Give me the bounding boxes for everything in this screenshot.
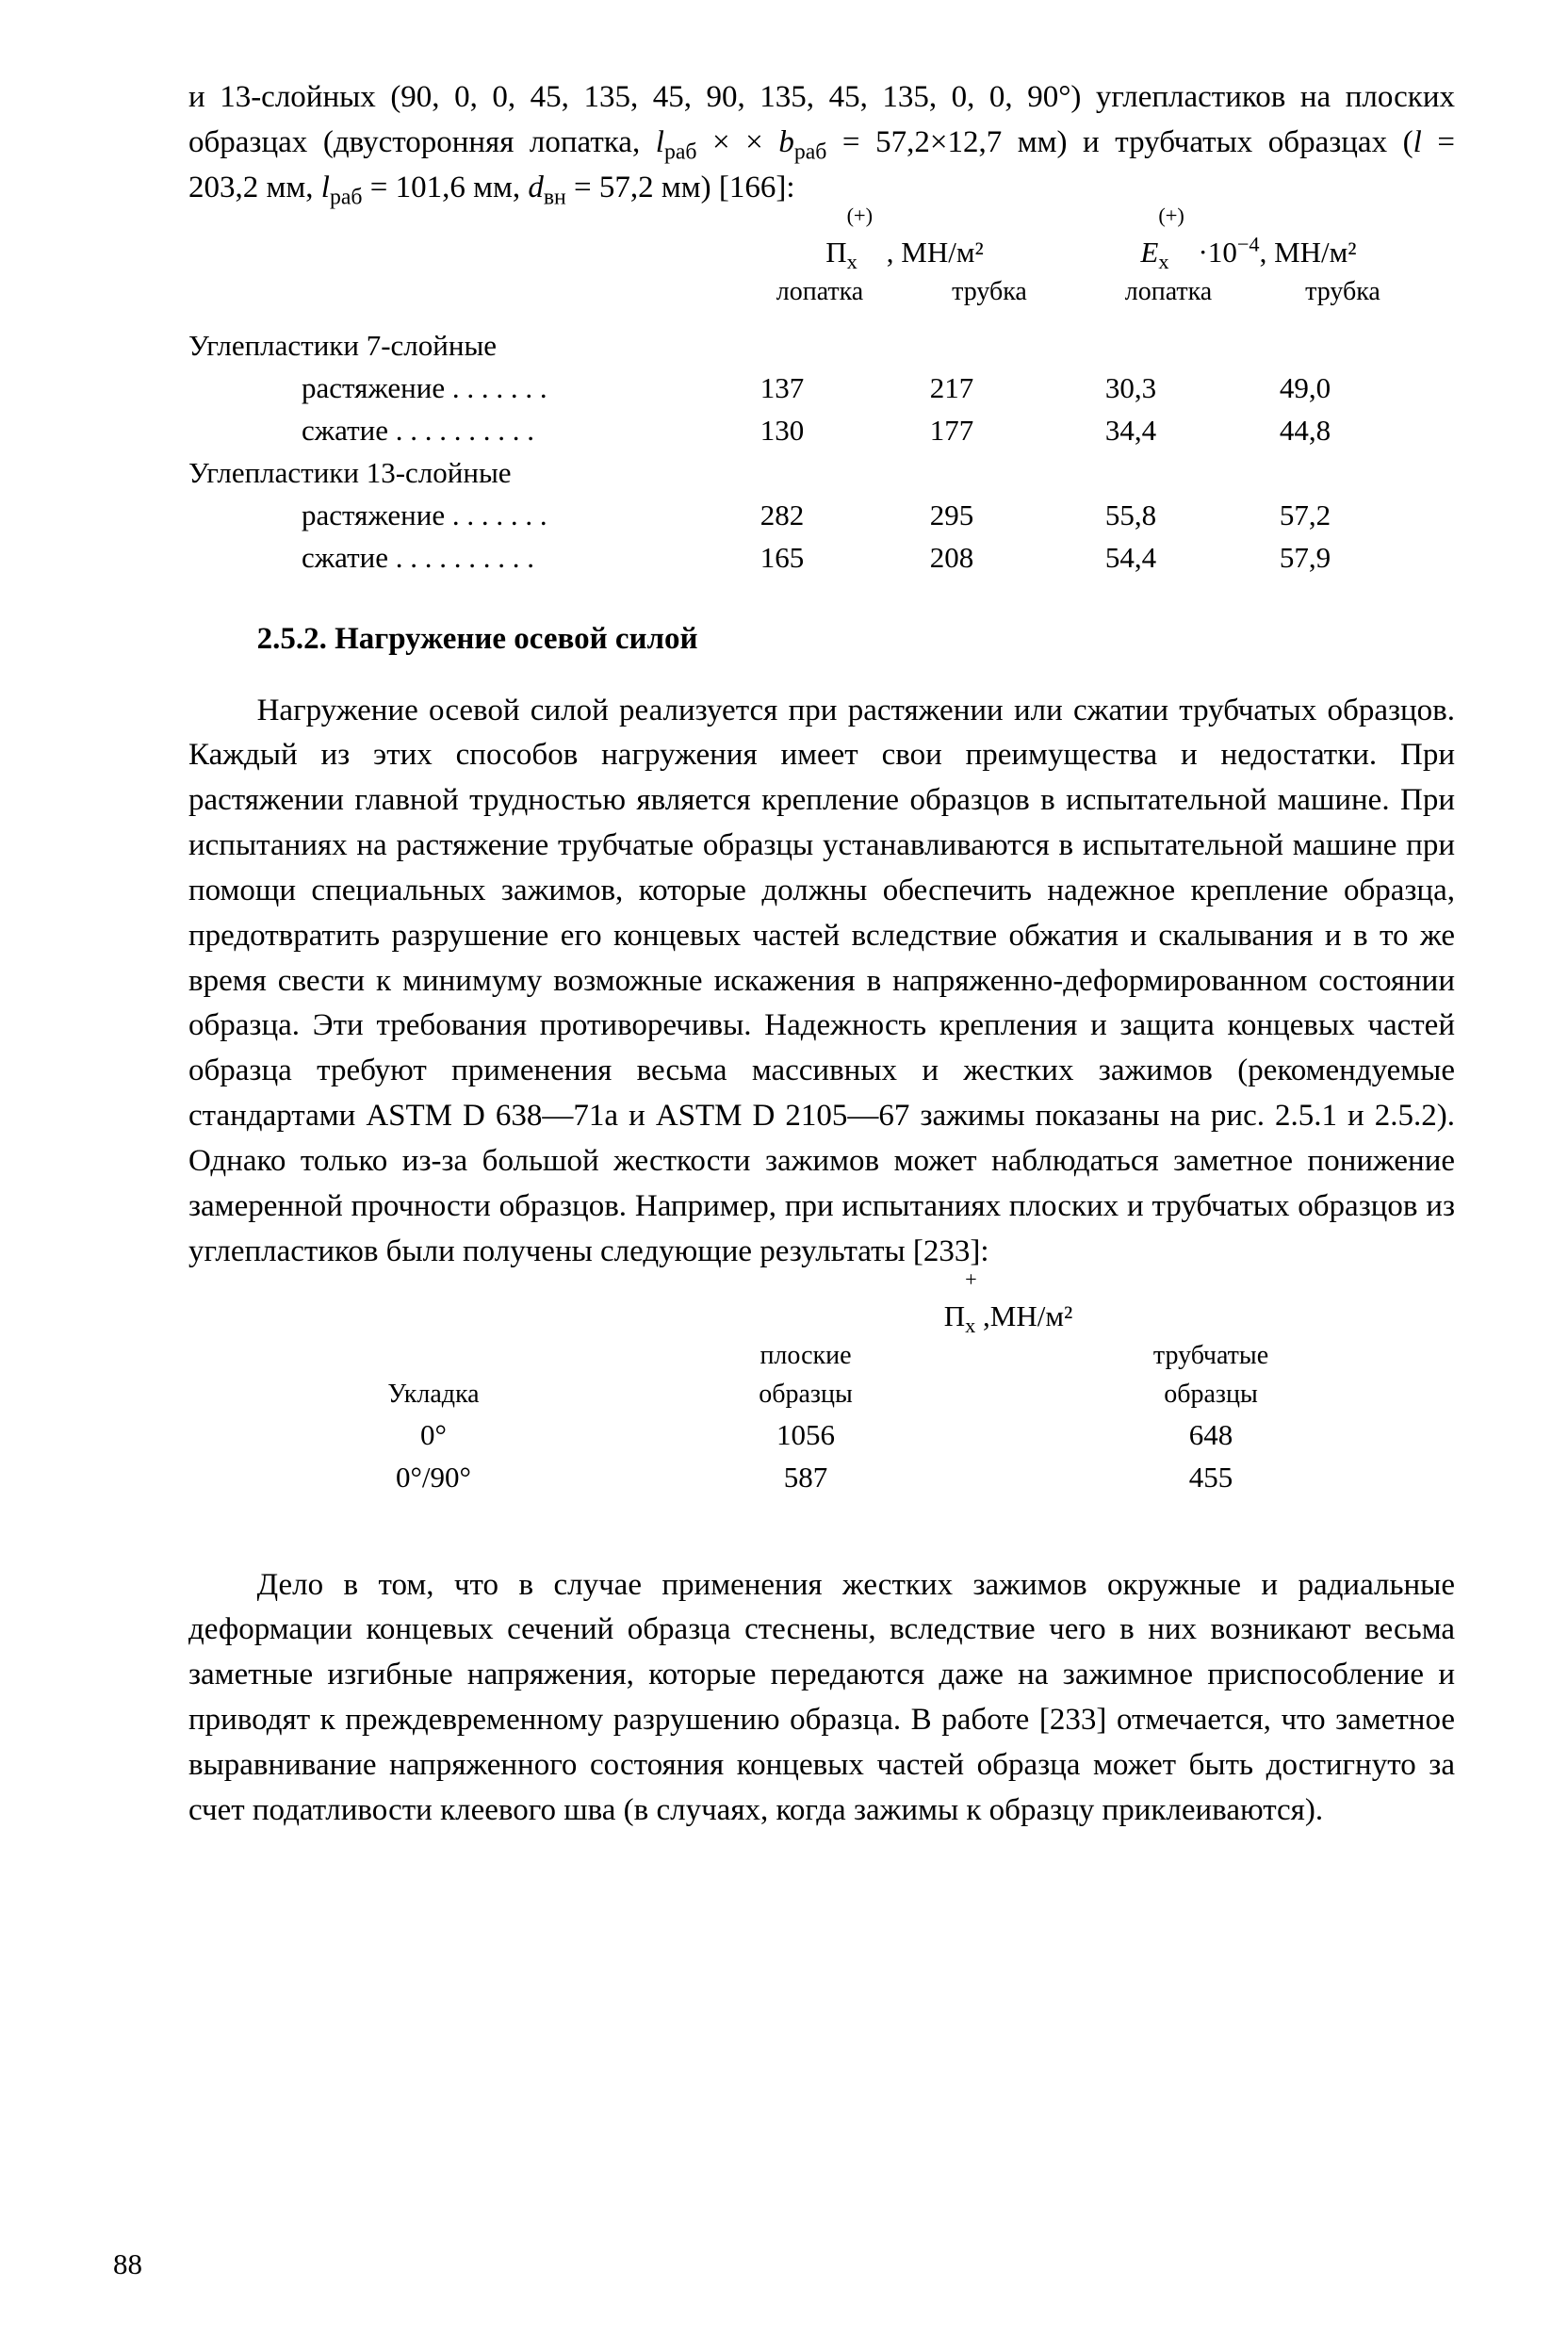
cell: 648	[1008, 1414, 1413, 1457]
cell: 30,3	[1037, 368, 1225, 410]
cell: 208	[867, 537, 1037, 580]
table-1-header-sub: лопатка трубка лопатка трубка	[188, 273, 1455, 312]
table-1-sub-3: лопатка	[1074, 273, 1263, 312]
table-row: сжатие 130 177 34,4 44,8	[188, 410, 1455, 452]
table-2: П+x ,МН/м² Укладка плоские образцы трубч…	[188, 1296, 1455, 1499]
table-2-sub-1: плоские образцы	[603, 1337, 1008, 1413]
cell: 165	[697, 537, 867, 580]
table-2-header-top: П+x ,МН/м²	[188, 1296, 1455, 1338]
cell: 57,2	[1225, 495, 1385, 537]
table-row: растяжение 282 295 55,8 57,2	[188, 495, 1455, 537]
table-1-section-2: Углепластики 13-слойные	[188, 452, 1455, 495]
cell: 44,8	[1225, 410, 1385, 452]
row-label: сжатие	[302, 541, 388, 574]
bottom-paragraph: Дело в том, что в случае применения жест…	[188, 1563, 1455, 1834]
cell: 130	[697, 410, 867, 452]
cell: 0°	[188, 1414, 603, 1457]
table-1-section-1-label: Углепластики 7-слойные	[188, 325, 1455, 368]
table-1-head-group-2: E+(−)x ·10−4, МН/м²	[1074, 232, 1423, 274]
cell: 217	[867, 368, 1037, 410]
cell: 455	[1008, 1457, 1413, 1499]
table-2-head-left: Укладка	[188, 1376, 603, 1414]
main-paragraph: Нагружение осевой силой реализуется при …	[188, 689, 1455, 1275]
table-1-header-top: П+(−)x , МН/м² E+(−)x ·10−4, МН/м²	[188, 232, 1455, 274]
cell: 49,0	[1225, 368, 1385, 410]
page-number: 88	[113, 2244, 142, 2286]
table-1-sub-1: лопатка	[735, 273, 905, 312]
table-2-header-sub: Укладка плоские образцы трубчатые образц…	[188, 1337, 1455, 1413]
top-paragraph: и 13-слойных (90, 0, 0, 45, 135, 45, 90,…	[188, 75, 1455, 211]
cell: 57,9	[1225, 537, 1385, 580]
table-1-sub-2: трубка	[905, 273, 1074, 312]
cell: 295	[867, 495, 1037, 537]
table-1: П+(−)x , МН/м² E+(−)x ·10−4, МН/м² лопат…	[188, 232, 1455, 580]
section-title: 2.5.2. Нагружение осевой силой	[188, 617, 1455, 662]
table-1-section-1: Углепластики 7-слойные	[188, 325, 1455, 368]
cell: 34,4	[1037, 410, 1225, 452]
table-2-sub-2: трубчатые образцы	[1008, 1337, 1413, 1413]
cell: 54,4	[1037, 537, 1225, 580]
row-label: растяжение	[302, 371, 445, 404]
cell: 0°/90°	[188, 1457, 603, 1499]
table-row: сжатие 165 208 54,4 57,9	[188, 537, 1455, 580]
cell: 55,8	[1037, 495, 1225, 537]
table-row: 0° 1056 648	[188, 1414, 1455, 1457]
page: и 13-слойных (90, 0, 0, 45, 135, 45, 90,…	[0, 0, 1568, 2352]
table-row: 0°/90° 587 455	[188, 1457, 1455, 1499]
table-1-head-group-1: П+(−)x , МН/м²	[735, 232, 1074, 274]
row-label: растяжение	[302, 498, 445, 531]
cell: 177	[867, 410, 1037, 452]
cell: 282	[697, 495, 867, 537]
cell: 587	[603, 1457, 1008, 1499]
table-1-section-2-label: Углепластики 13-слойные	[188, 452, 1455, 495]
table-2-head-top: П+x ,МН/м²	[603, 1296, 1413, 1338]
row-label: сжатие	[302, 414, 388, 447]
cell: 137	[697, 368, 867, 410]
table-1-sub-4: трубка	[1263, 273, 1423, 312]
table-row: растяжение 137 217 30,3 49,0	[188, 368, 1455, 410]
cell: 1056	[603, 1414, 1008, 1457]
